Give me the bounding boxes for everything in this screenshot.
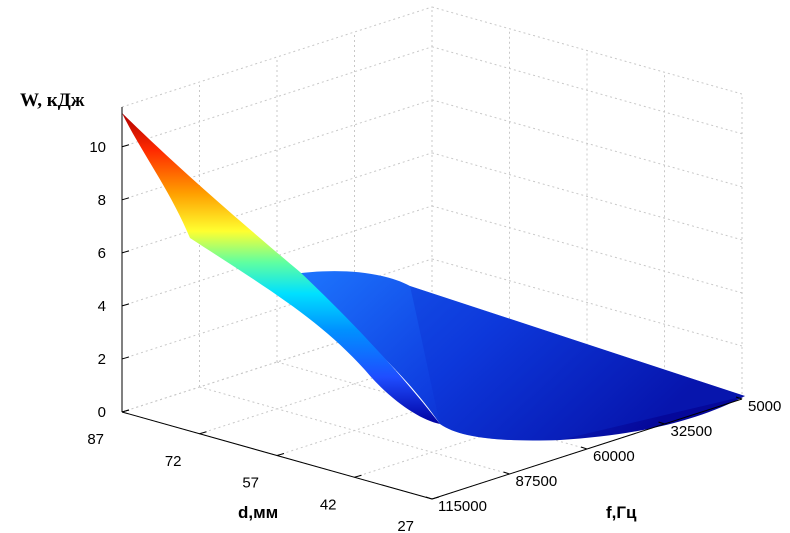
d-axis-label: d,мм	[238, 503, 278, 522]
surface-steep-band	[122, 113, 440, 424]
d-tick-27: 27	[397, 518, 414, 533]
z-tick-2: 2	[98, 351, 106, 368]
d-tick-labels: 87 72 57 42 27	[87, 431, 414, 533]
z-tick-0: 0	[98, 404, 106, 421]
f-tick-115000: 115000	[438, 498, 487, 515]
z-tick-labels: 0 2 4 6 8 10	[89, 139, 106, 421]
surface	[122, 113, 745, 441]
surface-blue-sheet	[288, 271, 745, 441]
surface-shade	[410, 286, 745, 441]
f-tick-labels: 115000 87500 60000 32500 5000	[438, 398, 781, 515]
axes	[121, 107, 743, 500]
f-tick-5000: 5000	[748, 398, 781, 415]
f-tick-87500: 87500	[516, 473, 558, 490]
f-tick-60000: 60000	[593, 448, 635, 465]
z-tick-4: 4	[98, 298, 106, 315]
f-tick-32500: 32500	[671, 423, 713, 440]
z-tick-8: 8	[98, 192, 106, 209]
d-tick-87: 87	[87, 431, 104, 448]
f-axis-label: f,Гц	[606, 503, 637, 522]
z-axis-label: W, кДж	[20, 90, 85, 111]
d-tick-42: 42	[320, 496, 337, 513]
z-tick-6: 6	[98, 245, 106, 262]
d-tick-72: 72	[165, 453, 182, 470]
d-tick-57: 57	[242, 475, 259, 492]
z-tick-10: 10	[89, 139, 106, 156]
